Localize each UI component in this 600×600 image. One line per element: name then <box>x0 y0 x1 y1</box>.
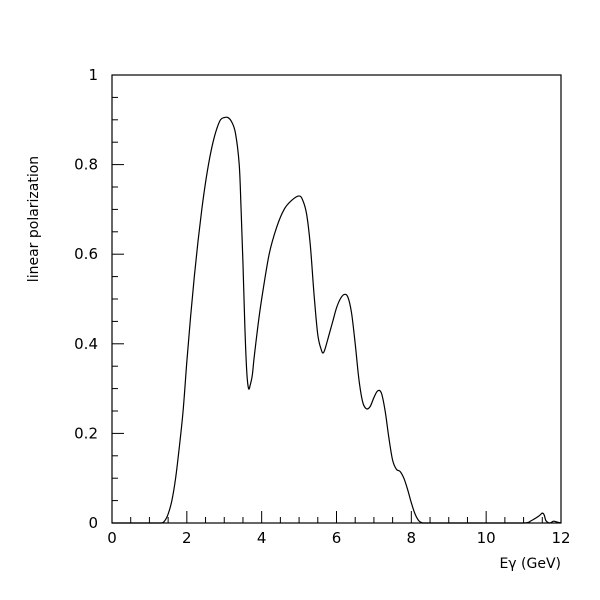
x-axis-title: Eγ (GeV) <box>499 556 561 572</box>
x-tick-label: 10 <box>477 529 496 547</box>
x-tick-label: 12 <box>551 529 570 547</box>
polarization-curve <box>111 116 562 524</box>
y-tick-label: 0.2 <box>74 424 98 442</box>
y-tick-label: 0.8 <box>74 156 98 174</box>
y-axis-title: linear polarization <box>26 156 42 282</box>
y-tick-label: 0 <box>88 514 98 532</box>
x-tick-label: 6 <box>332 529 342 547</box>
y-tick-label: 0.4 <box>74 335 98 353</box>
tick-labels: 0 2 4 6 8 10 12 0 0.2 0.4 0.6 0.8 1 <box>74 66 570 547</box>
x-tick-label: 0 <box>107 529 117 547</box>
y-tick-label: 1 <box>88 66 98 84</box>
x-tick-label: 2 <box>182 529 192 547</box>
plot-frame <box>111 74 562 524</box>
y-tick-label: 0.6 <box>74 245 98 263</box>
tick-marks <box>111 74 562 524</box>
x-tick-label: 8 <box>407 529 417 547</box>
x-tick-label: 4 <box>257 529 267 547</box>
